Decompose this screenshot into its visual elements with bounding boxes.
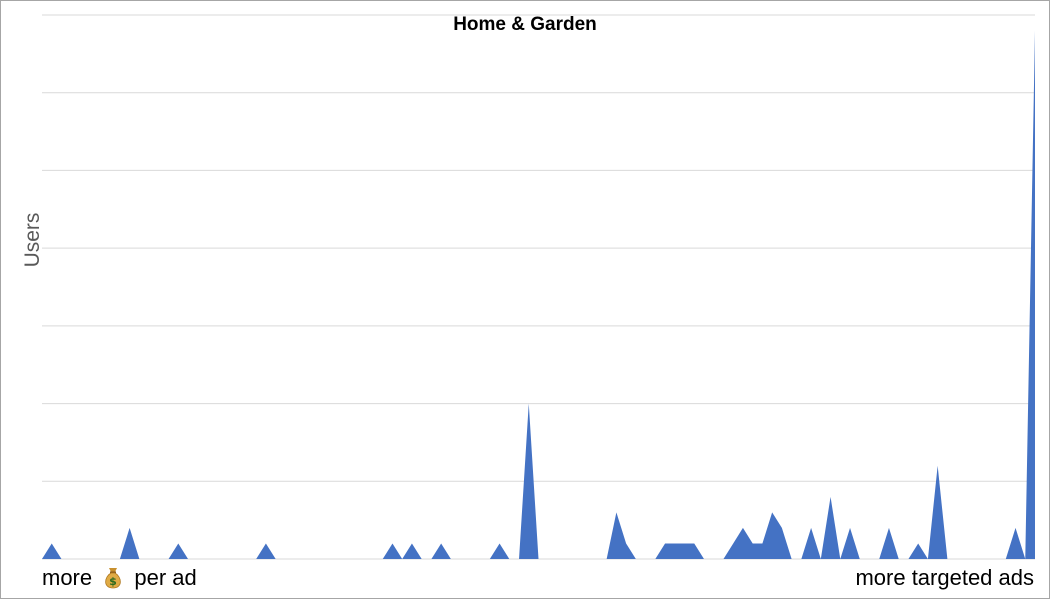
x-axis-label-left-suffix: per ad (134, 565, 197, 590)
area-series-0 (42, 30, 1035, 560)
svg-text:$: $ (109, 575, 117, 588)
x-axis-label-left-prefix: more (42, 565, 93, 590)
money-bag-icon: $ (105, 568, 122, 589)
x-axis-label-right: more targeted ads (855, 565, 1034, 590)
series-layer (42, 30, 1035, 560)
x-axis-label-left: more $ per ad (42, 565, 197, 591)
y-axis-label: Users (21, 212, 44, 268)
chart-title: Home & Garden (453, 14, 597, 35)
gridlines (42, 14, 1035, 560)
